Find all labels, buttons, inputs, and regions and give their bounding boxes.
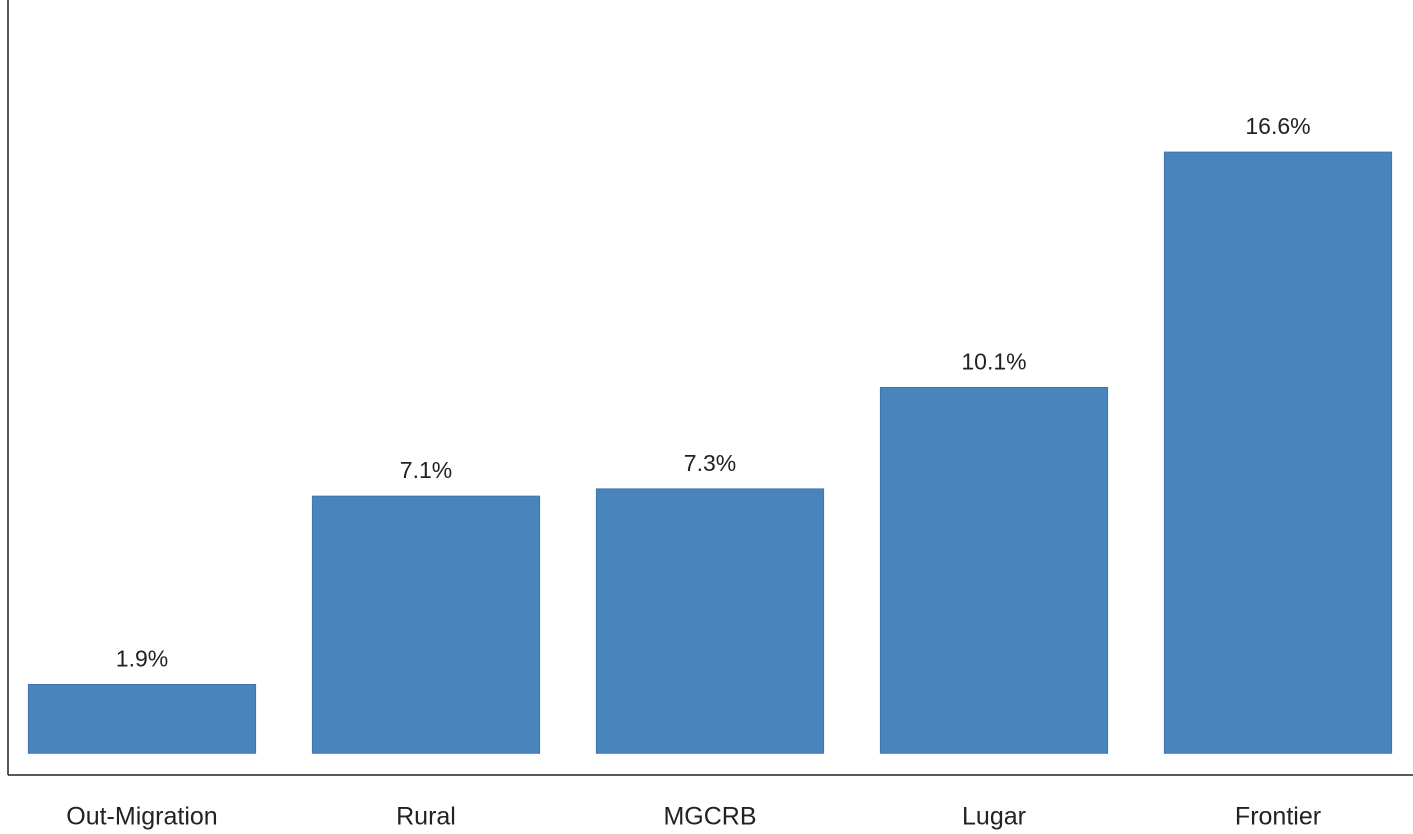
bar	[1163, 151, 1393, 754]
x-tick-label: Out-Migration	[66, 803, 217, 831]
value-label: 7.1%	[400, 457, 452, 483]
bar	[879, 387, 1109, 754]
x-tick-label: MGCRB	[663, 803, 756, 831]
bar	[27, 683, 257, 754]
value-label: 16.6%	[1245, 113, 1310, 139]
x-tick-label: Frontier	[1235, 803, 1321, 831]
value-label: 10.1%	[961, 349, 1026, 375]
bar	[311, 495, 541, 754]
value-label: 7.3%	[684, 450, 736, 476]
x-tick-label: Rural	[396, 803, 456, 831]
value-label: 1.9%	[116, 646, 168, 672]
x-tick-label: Lugar	[962, 803, 1026, 831]
bar	[595, 488, 825, 754]
